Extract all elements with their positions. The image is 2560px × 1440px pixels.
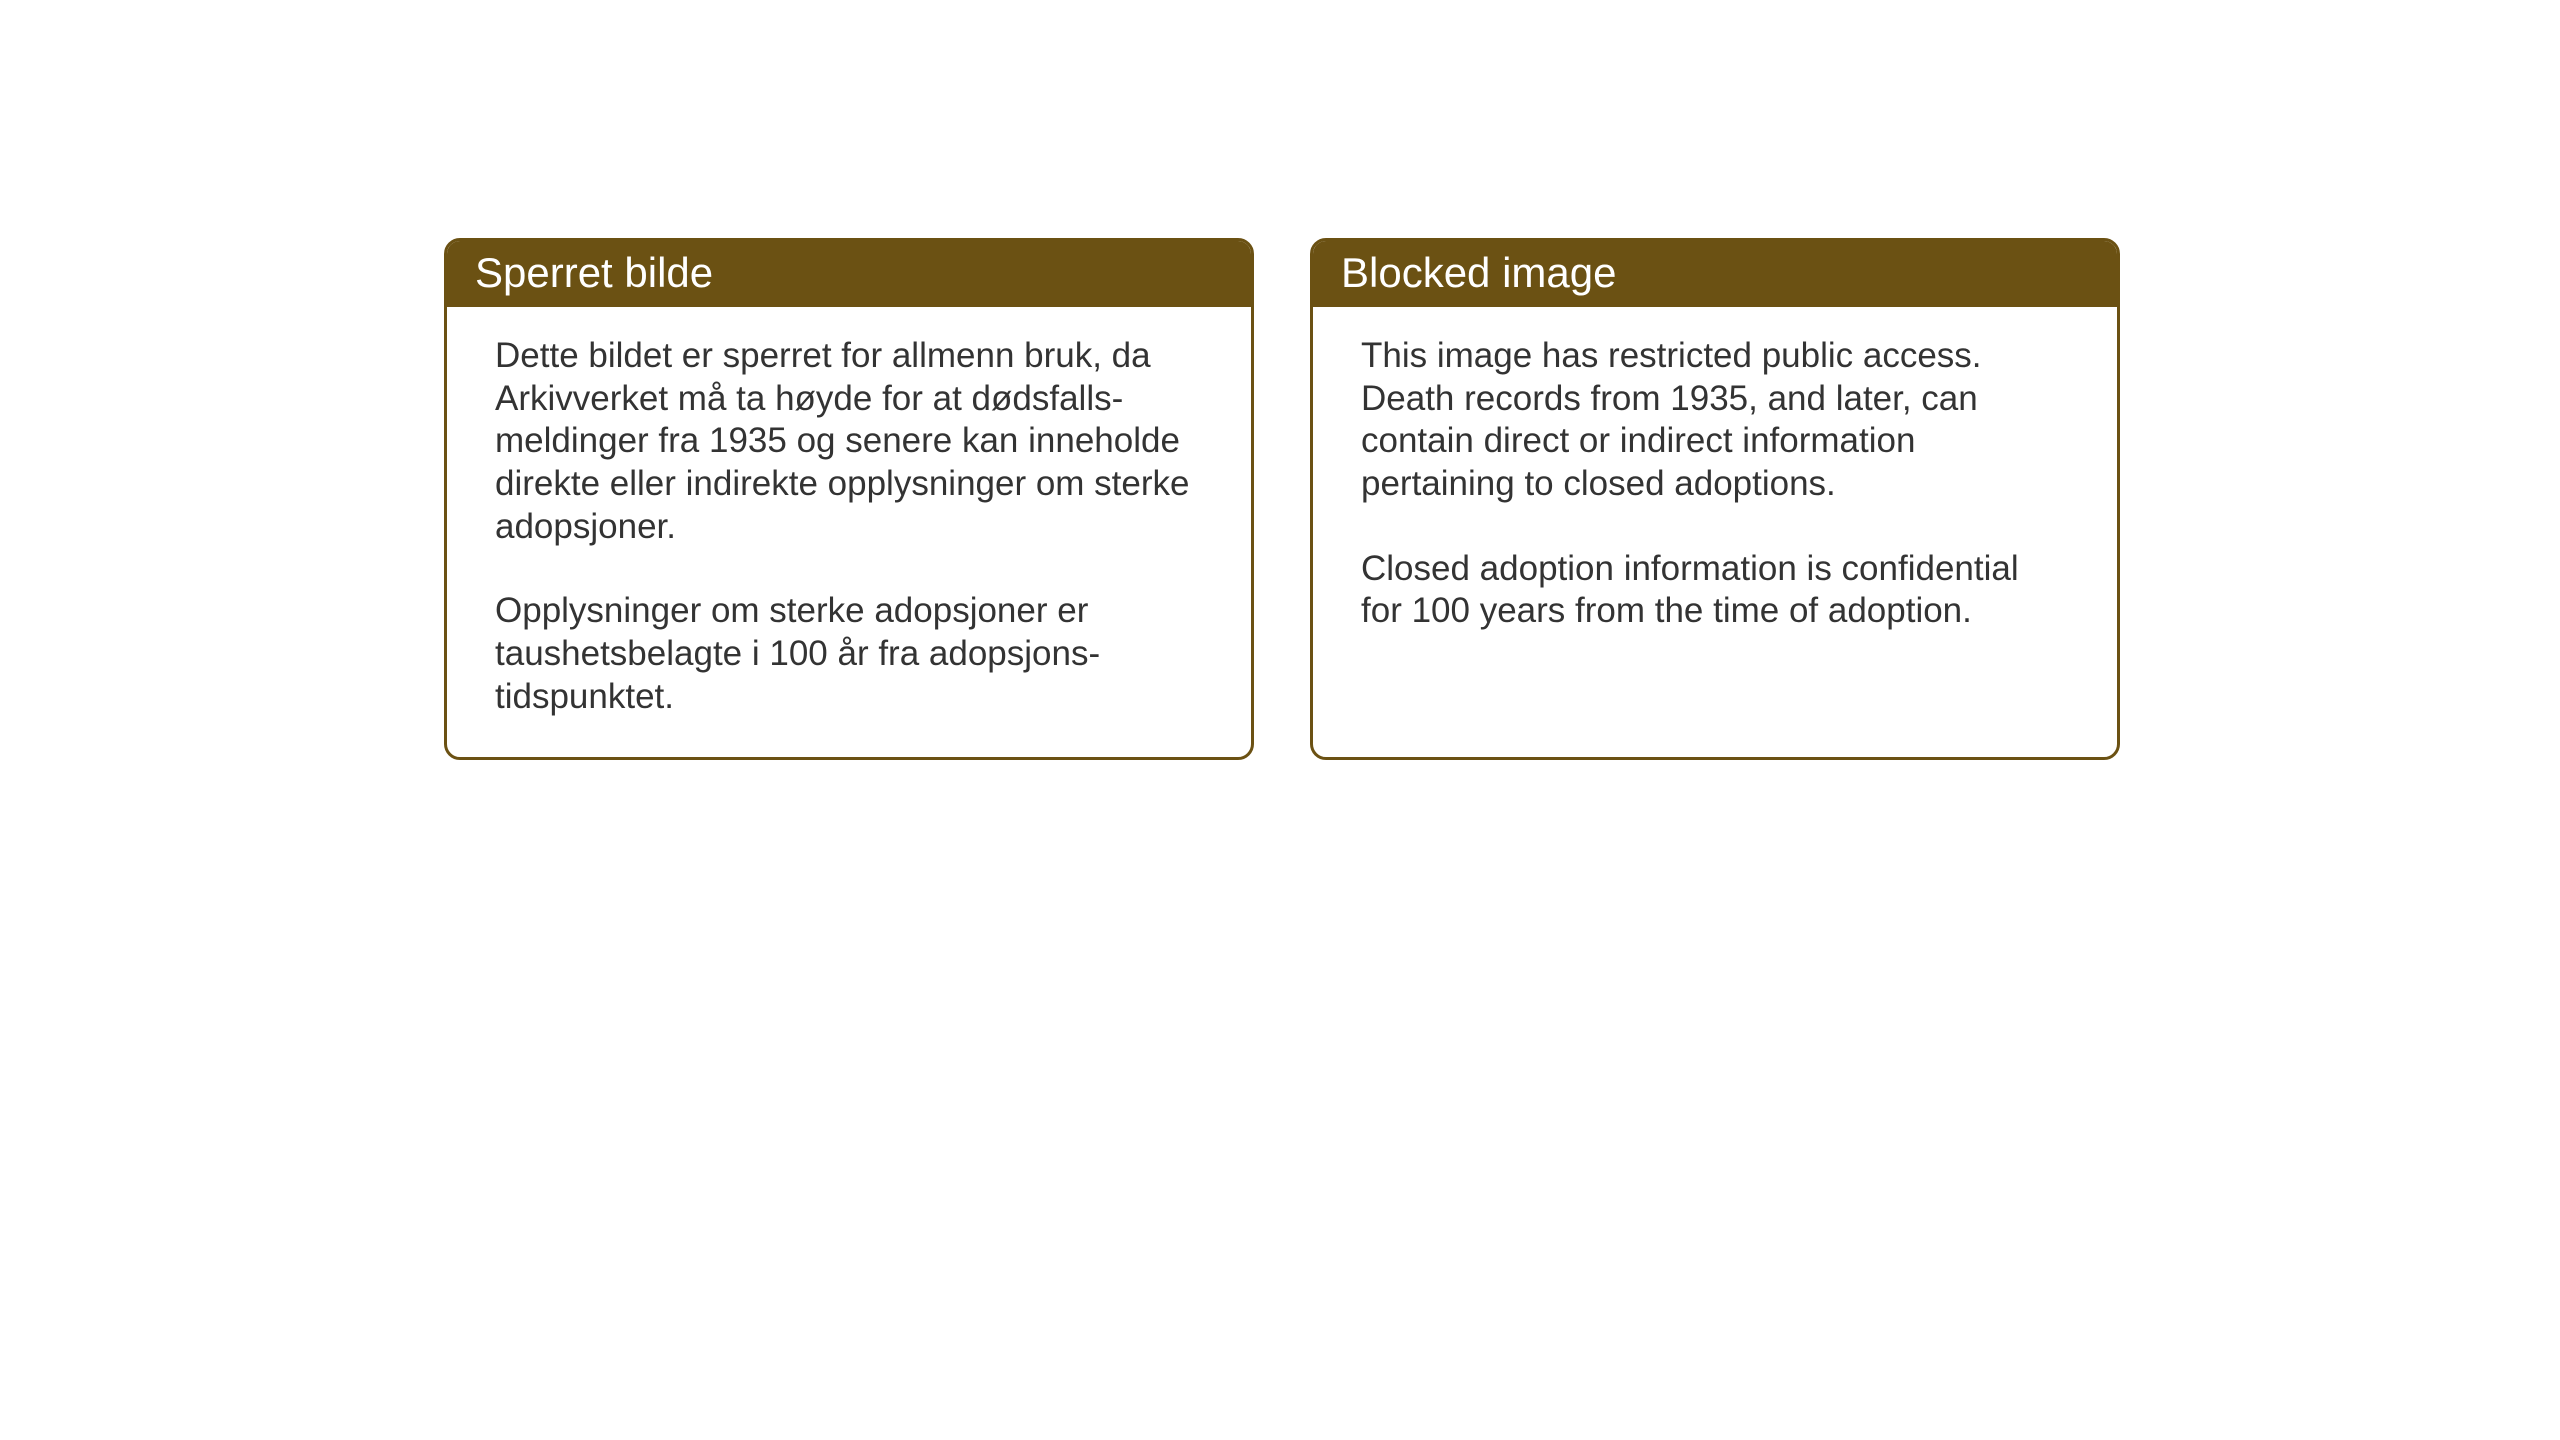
notice-card-english: Blocked image This image has restricted … <box>1310 238 2120 760</box>
card-paragraph: Opplysninger om sterke adopsjoner er tau… <box>495 590 1203 718</box>
card-title: Blocked image <box>1341 249 1616 296</box>
card-paragraph: Dette bildet er sperret for allmenn bruk… <box>495 335 1203 548</box>
notice-card-norwegian: Sperret bilde Dette bildet er sperret fo… <box>444 238 1254 760</box>
card-header: Blocked image <box>1313 241 2117 307</box>
card-body: This image has restricted public access.… <box>1313 307 2117 671</box>
card-body: Dette bildet er sperret for allmenn bruk… <box>447 307 1251 757</box>
card-paragraph: This image has restricted public access.… <box>1361 335 2069 506</box>
notice-container: Sperret bilde Dette bildet er sperret fo… <box>444 238 2120 760</box>
card-header: Sperret bilde <box>447 241 1251 307</box>
card-paragraph: Closed adoption information is confident… <box>1361 548 2069 633</box>
card-title: Sperret bilde <box>475 249 713 296</box>
